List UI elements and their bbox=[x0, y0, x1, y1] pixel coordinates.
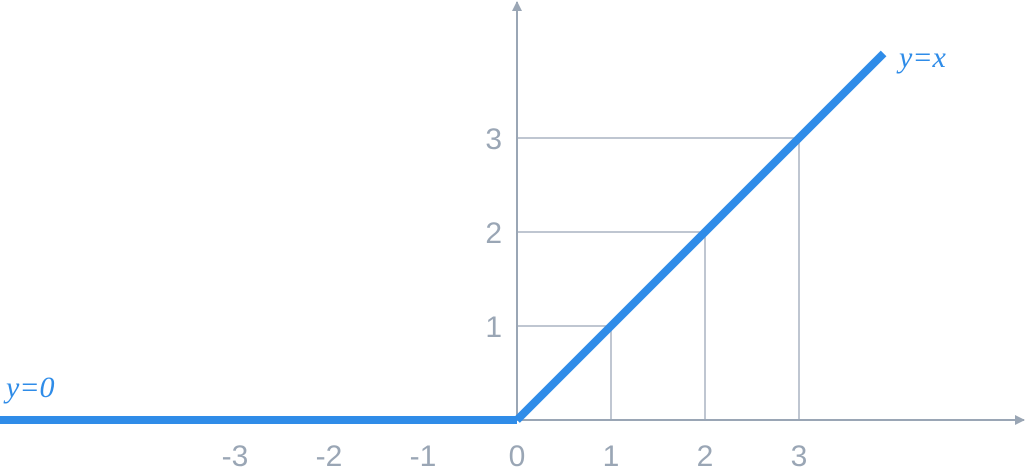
x-tick-label-1: -3 bbox=[222, 440, 249, 467]
series-line-2 bbox=[514, 50, 887, 423]
series-label-y0: y=0 bbox=[3, 371, 55, 404]
labels: -3 -2 -1 0 1 2 3 1 2 3 y=0 y=x bbox=[3, 41, 947, 467]
x-tick-label-5: 1 bbox=[603, 440, 620, 467]
guide-lines bbox=[517, 137, 800, 420]
series-lines bbox=[0, 50, 887, 424]
x-tick-label-4: 0 bbox=[509, 440, 526, 467]
y-tick-label-2: 2 bbox=[485, 217, 502, 250]
x-tick-label-7: 3 bbox=[791, 440, 808, 467]
y-tick-label-1: 1 bbox=[485, 311, 502, 344]
x-tick-label-3: -1 bbox=[410, 440, 437, 467]
x-tick-label-2: -2 bbox=[316, 440, 343, 467]
series-label-yx: y=x bbox=[896, 41, 947, 74]
x-tick-label-6: 2 bbox=[697, 440, 714, 467]
y-tick-label-3: 3 bbox=[485, 123, 502, 156]
